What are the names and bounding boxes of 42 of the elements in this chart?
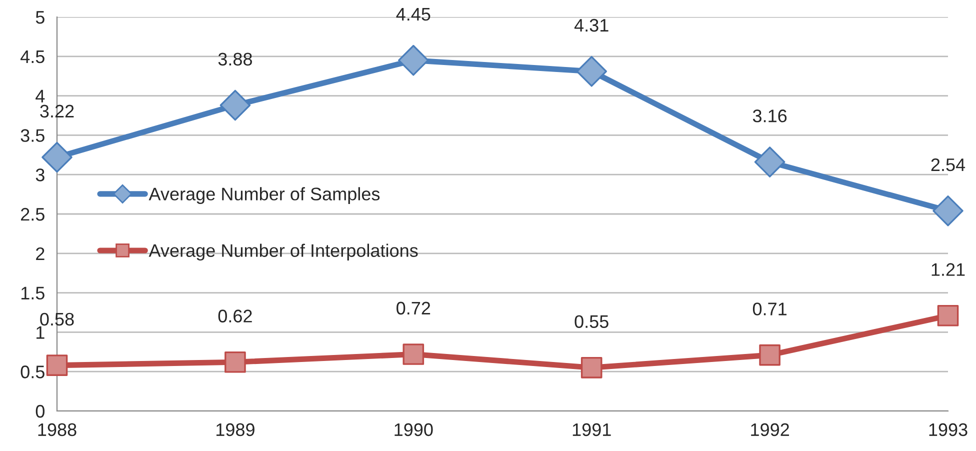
point [937,304,959,326]
data-label: 0.58 [40,312,74,326]
data-label: 4.45 [396,8,430,21]
point [932,195,964,226]
data-label: 1.21 [932,263,965,276]
y-tick-label: 1 [36,326,44,339]
point [46,354,68,376]
point [754,146,786,178]
y-tick-label: 4.5 [20,50,44,64]
point [224,351,246,373]
data-label: 3.22 [40,104,74,118]
legend-label: Average Number of Samples [148,187,380,204]
y-tick-label: 2.5 [21,208,44,221]
y-tick-label: 1.5 [21,286,44,300]
y-tick-label: 2 [36,247,44,260]
x-tick-label: 1988 [38,423,76,436]
y-tick-label: 4 [36,90,45,102]
x-tick-label: 1991 [572,423,611,436]
x-tick-label: 1990 [394,423,433,436]
legend-label: Average Number of Interpolations [148,244,418,261]
point [759,344,780,366]
y-tick-label: 3 [36,168,44,182]
x-tick-label: 1993 [929,423,968,436]
data-label: 0.55 [574,315,608,328]
data-label: 0.62 [218,310,252,322]
data-label: 3.16 [752,110,787,122]
x-tick-label: 1989 [216,423,254,436]
y-tick-label: 0 [36,404,44,418]
x-tick-label: 1992 [751,423,789,436]
point [398,44,429,76]
data-label: 0.71 [752,302,786,316]
data-label: 0.72 [396,302,430,315]
y-tick-label: 5 [36,11,44,24]
point [220,90,251,121]
point [402,344,424,365]
y-tick-label: 0.5 [20,366,44,378]
data-label: 3.88 [218,52,252,66]
y-tick-label: 3.5 [20,129,44,142]
point [580,357,602,378]
point [576,56,607,87]
data-label: 2.54 [931,158,966,172]
data-label: 4.31 [574,18,608,32]
